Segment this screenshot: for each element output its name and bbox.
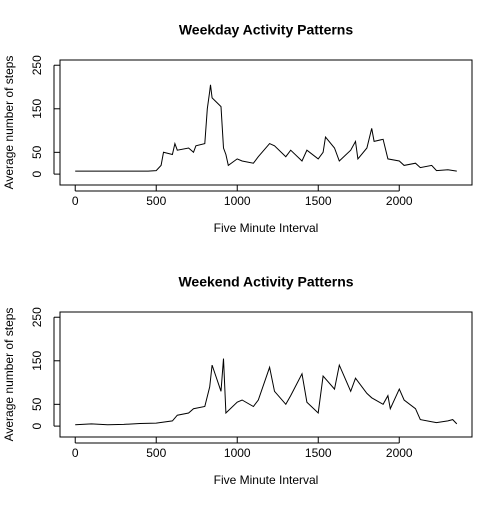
- y-tick-label: 150: [30, 350, 44, 370]
- chart-title: Weekday Activity Patterns: [179, 22, 354, 38]
- chart-title: Weekend Activity Patterns: [178, 274, 353, 290]
- data-line: [75, 358, 458, 426]
- y-axis-label: Average number of steps: [2, 308, 16, 442]
- data-line: [75, 84, 457, 172]
- x-tick-label: 0: [72, 446, 79, 460]
- x-tick-label: 500: [146, 194, 166, 208]
- x-tick-label: 1000: [224, 446, 251, 460]
- x-axis-label: Five Minute Interval: [214, 473, 319, 487]
- y-tick-label: 250: [30, 307, 44, 327]
- x-tick-label: 1000: [224, 194, 251, 208]
- x-axis-label: Five Minute Interval: [214, 221, 319, 235]
- x-tick-label: 1500: [305, 194, 332, 208]
- x-tick-label: 1500: [305, 446, 332, 460]
- y-tick-label: 0: [30, 422, 44, 429]
- y-tick-label: 50: [30, 145, 44, 159]
- y-tick-label: 50: [30, 397, 44, 411]
- x-tick-label: 2000: [386, 194, 413, 208]
- y-tick-label: 0: [30, 170, 44, 177]
- plot-box: [59, 311, 473, 438]
- y-axis-label: Average number of steps: [2, 56, 16, 190]
- y-tick-label: 150: [30, 98, 44, 118]
- x-tick-label: 2000: [386, 446, 413, 460]
- plot-box: [59, 59, 473, 186]
- y-tick-label: 250: [30, 55, 44, 75]
- x-tick-label: 500: [146, 446, 166, 460]
- x-tick-label: 0: [72, 194, 79, 208]
